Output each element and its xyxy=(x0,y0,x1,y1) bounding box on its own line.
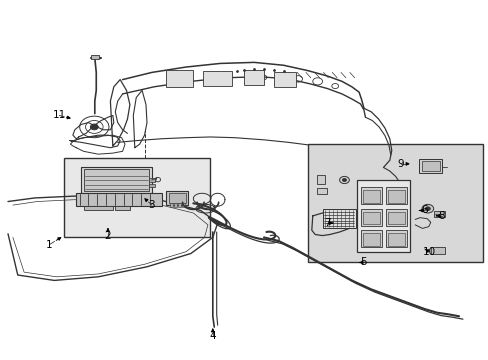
Text: 11: 11 xyxy=(53,111,66,121)
Bar xyxy=(91,55,99,59)
Text: 1: 1 xyxy=(46,239,53,249)
Bar xyxy=(430,247,445,254)
Bar xyxy=(360,209,381,226)
Bar xyxy=(360,187,381,204)
Bar xyxy=(173,203,176,207)
Bar xyxy=(149,184,155,187)
Circle shape xyxy=(90,124,98,130)
Text: 3: 3 xyxy=(148,200,155,210)
Bar xyxy=(418,159,442,173)
Bar xyxy=(362,233,379,246)
Bar xyxy=(387,212,405,225)
Bar xyxy=(387,233,405,246)
Text: 2: 2 xyxy=(104,231,111,240)
Bar xyxy=(169,203,172,207)
Text: 8: 8 xyxy=(438,211,445,221)
Bar xyxy=(244,70,264,85)
Circle shape xyxy=(425,207,429,211)
Bar xyxy=(83,206,113,211)
Bar xyxy=(203,71,232,86)
Bar xyxy=(81,167,152,193)
Bar xyxy=(362,212,379,225)
Text: 7: 7 xyxy=(324,218,330,228)
Bar xyxy=(177,203,180,207)
Text: 9: 9 xyxy=(396,159,403,169)
Bar xyxy=(166,70,193,87)
Bar xyxy=(385,187,407,204)
Bar xyxy=(168,193,185,203)
Bar xyxy=(322,209,355,228)
Bar xyxy=(83,169,149,191)
Bar xyxy=(421,161,439,171)
Bar xyxy=(362,190,379,203)
Text: 4: 4 xyxy=(209,331,216,341)
Bar xyxy=(166,192,188,205)
Bar xyxy=(385,209,407,226)
Circle shape xyxy=(421,204,433,213)
Bar xyxy=(307,144,483,262)
Bar xyxy=(316,175,325,184)
Bar xyxy=(273,72,295,87)
Bar xyxy=(316,188,327,194)
Circle shape xyxy=(339,176,348,184)
Bar xyxy=(149,178,155,182)
Bar xyxy=(356,180,409,252)
Text: 10: 10 xyxy=(423,247,435,257)
Text: 6: 6 xyxy=(421,206,427,216)
Circle shape xyxy=(342,179,346,181)
Bar xyxy=(360,230,381,247)
Bar xyxy=(433,211,445,217)
Bar xyxy=(385,230,407,247)
Text: 5: 5 xyxy=(360,257,366,267)
Bar xyxy=(64,158,210,237)
Bar xyxy=(115,206,130,211)
Bar xyxy=(387,190,405,203)
Bar xyxy=(76,193,161,206)
Bar xyxy=(181,203,184,207)
